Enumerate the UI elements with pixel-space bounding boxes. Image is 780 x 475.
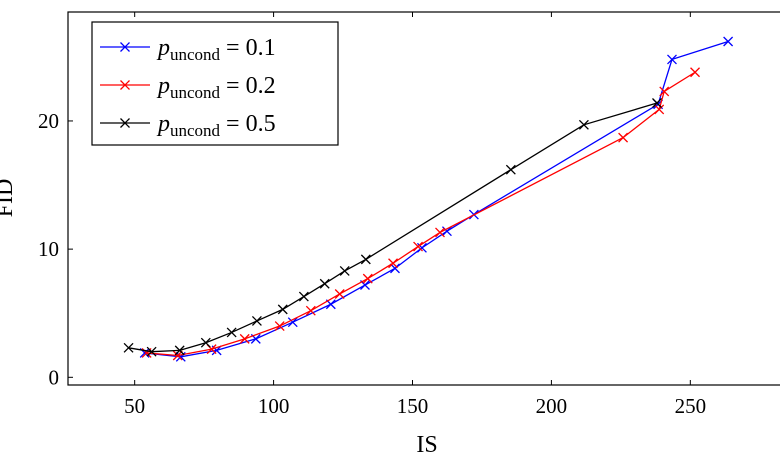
data-point <box>226 327 237 338</box>
data-point <box>239 333 250 344</box>
y-tick-label: 0 <box>49 365 60 389</box>
data-point <box>287 317 298 328</box>
data-point <box>578 119 589 130</box>
data-point <box>146 346 157 357</box>
data-point <box>334 289 345 299</box>
y-axis-label: FID <box>0 179 18 218</box>
x-tick-label: 200 <box>536 394 568 418</box>
data-point <box>123 342 134 353</box>
data-point <box>618 132 629 143</box>
data-point <box>274 321 285 331</box>
x-tick-label: 150 <box>397 394 429 418</box>
data-point <box>652 98 662 108</box>
data-point <box>390 263 400 274</box>
legend-marker <box>120 42 130 52</box>
data-point <box>172 350 183 361</box>
data-point <box>667 54 677 65</box>
legend-marker <box>120 80 130 90</box>
data-point <box>305 305 316 316</box>
data-point <box>654 104 665 115</box>
data-point <box>200 337 211 348</box>
legend-label: puncond = 0.2 <box>156 73 276 102</box>
x-tick-label: 50 <box>124 394 145 418</box>
x-tick-label: 100 <box>258 394 290 418</box>
data-point <box>298 291 309 302</box>
data-point <box>505 164 516 175</box>
data-point <box>362 273 373 284</box>
series-line <box>128 102 658 353</box>
data-point <box>435 227 445 238</box>
data-point <box>723 36 734 47</box>
data-point <box>413 241 424 252</box>
data-point <box>251 315 262 326</box>
plot-frame <box>67 11 780 386</box>
legend-label: puncond = 0.1 <box>156 35 276 64</box>
legend-box <box>91 21 339 146</box>
data-point <box>659 86 670 97</box>
series-line <box>144 40 729 358</box>
y-tick-label: 20 <box>38 109 59 133</box>
data-point <box>174 345 185 356</box>
data-point <box>277 304 288 315</box>
data-point <box>388 258 399 269</box>
data-point <box>360 254 371 265</box>
x-tick-label: 250 <box>675 394 707 418</box>
legend: puncond = 0.1 puncond = 0.2 puncond = 0.5 <box>91 21 339 146</box>
data-point <box>690 67 701 78</box>
legend-label: puncond = 0.5 <box>156 111 276 140</box>
x-axis-label: IS <box>416 432 437 458</box>
y-tick-label: 10 <box>38 237 59 261</box>
data-point <box>339 265 350 276</box>
data-point <box>319 278 330 289</box>
legend-marker <box>120 118 130 128</box>
